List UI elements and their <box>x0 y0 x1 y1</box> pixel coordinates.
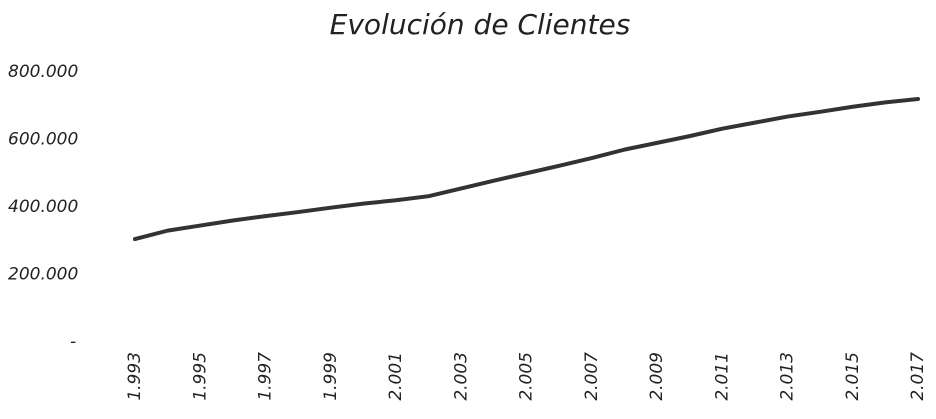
x-tick-label: 2.001 <box>386 352 406 401</box>
x-tick-label: 2.003 <box>451 352 471 401</box>
x-tick-label: 2.017 <box>908 352 928 401</box>
y-tick-label: - <box>70 332 76 352</box>
x-tick-label: 1.999 <box>321 352 341 401</box>
y-tick-label: 200.000 <box>8 265 78 285</box>
x-tick-label: 2.007 <box>582 352 602 401</box>
x-tick-label: 2.011 <box>712 352 732 401</box>
x-tick-label: 1.997 <box>256 352 276 401</box>
x-tick-label: 2.015 <box>843 352 863 401</box>
y-tick-label: 600.000 <box>8 130 78 150</box>
x-tick-label: 1.993 <box>125 352 145 401</box>
x-tick-label: 1.995 <box>190 352 210 401</box>
x-tick-label: 2.005 <box>517 352 537 401</box>
chart-title: Evolución de Clientes <box>330 8 631 41</box>
x-tick-label: 2.013 <box>778 352 798 401</box>
y-tick-label: 800.000 <box>8 62 78 82</box>
line <box>133 97 920 242</box>
x-tick-label: 2.009 <box>647 352 667 401</box>
y-tick-label: 400.000 <box>8 197 78 217</box>
